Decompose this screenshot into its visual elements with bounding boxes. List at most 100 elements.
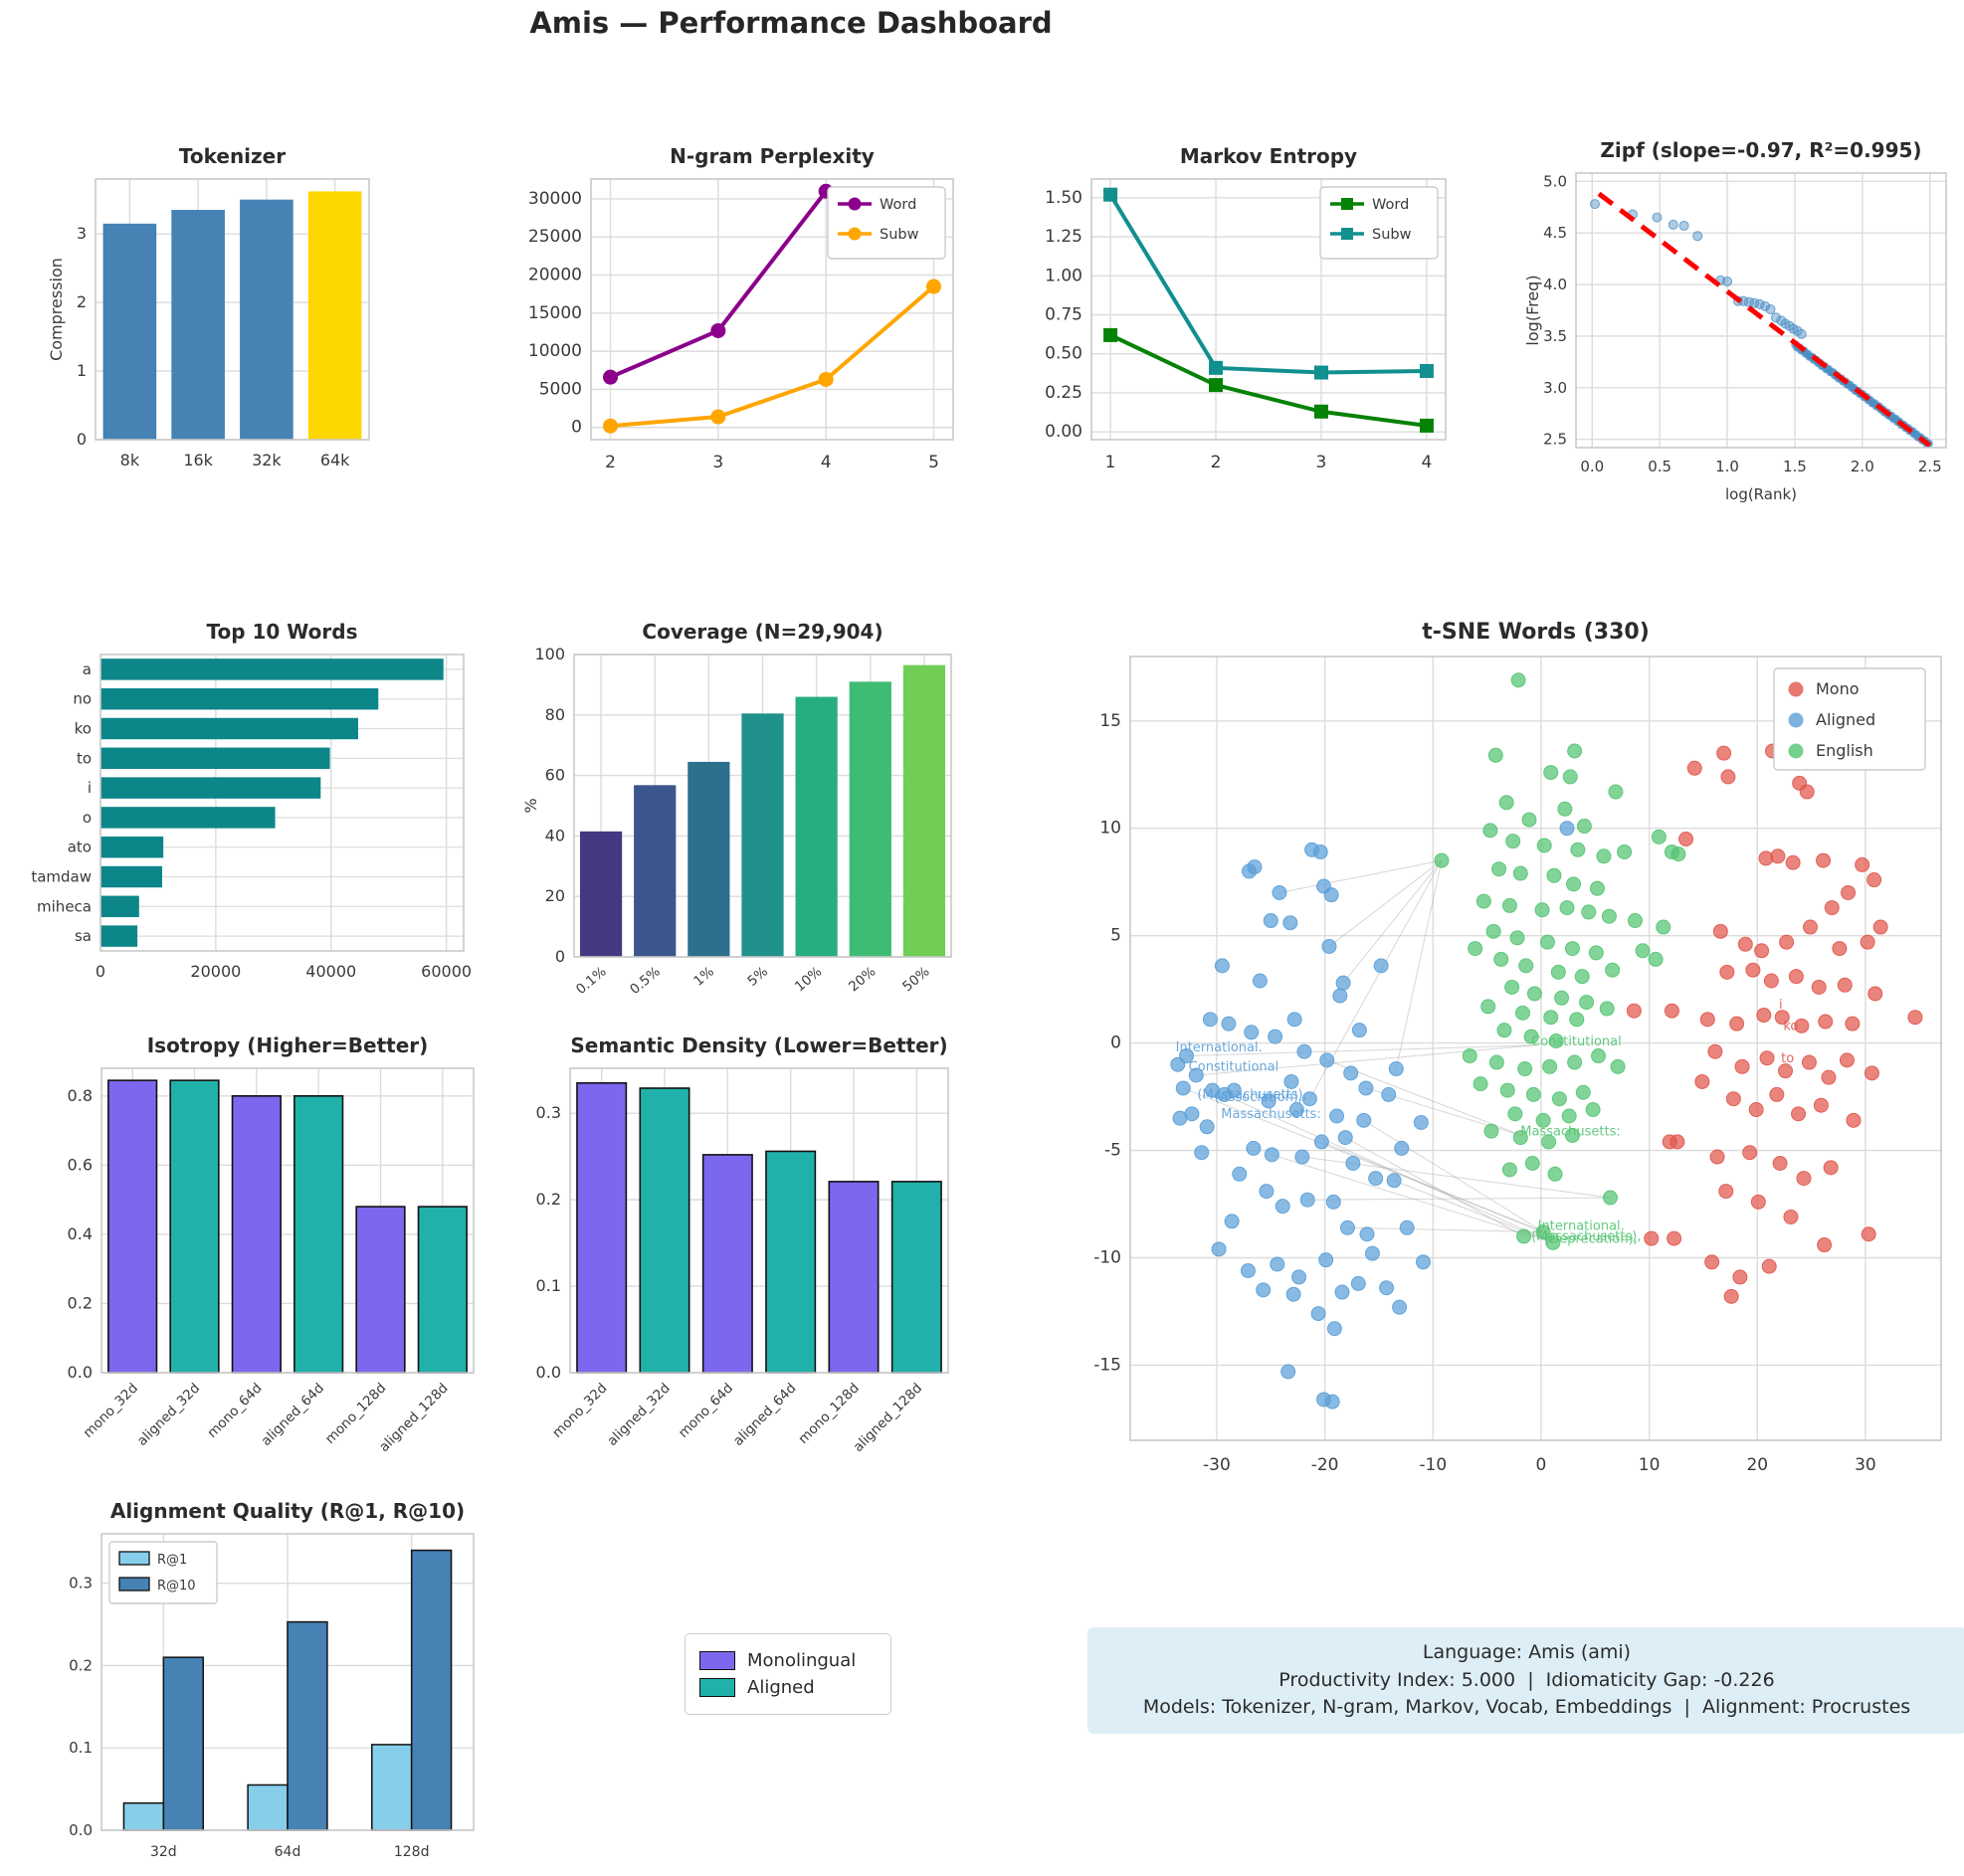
- x-tick-label: 128d: [394, 1844, 430, 1860]
- x-tick-label: 20000: [190, 962, 241, 981]
- x-tick-label: 30: [1855, 1455, 1876, 1475]
- y-tick-label: 0.3: [69, 1575, 93, 1593]
- tokenizer-chart: 0 1 2 3 8k 16k 32k 64k Compression Tokenizer: [48, 139, 381, 487]
- y-tick-label: 0: [555, 947, 565, 966]
- isotropy-chart: 0.0 0.2 0.4 0.6 0.8 mono_32d aligned_32d mono_6…: [48, 1027, 486, 1504]
- word-annotation: Constitutional: [1189, 1060, 1279, 1075]
- chart-title: Coverage (N=29,904): [642, 620, 883, 644]
- x-tick-label: 0: [96, 962, 105, 981]
- y-tick-label: o: [83, 809, 92, 827]
- word-annotation: Massachusetts:: [1520, 1124, 1620, 1139]
- y-tick-label: 0.00: [1045, 422, 1082, 442]
- y-tick-label: 40: [545, 826, 565, 844]
- bar: [231, 1095, 282, 1374]
- y-tick-label: 20000: [528, 266, 582, 285]
- x-tick-label: 1: [1105, 453, 1116, 472]
- bar: [100, 747, 330, 770]
- bar: [579, 831, 623, 957]
- x-tick-label: 2.5: [1918, 458, 1942, 475]
- x-tick-label: 40000: [305, 962, 356, 981]
- tsne-chart: International. Constitutional (Massachuset…: [1067, 603, 1957, 1498]
- bar: [100, 717, 358, 740]
- x-tick-label: mono_128d: [795, 1381, 862, 1447]
- y-tick-label: 10000: [528, 341, 582, 361]
- x-tick-label: 64k: [320, 451, 350, 469]
- y-tick-label: 20: [545, 886, 565, 905]
- bar: [701, 1154, 753, 1374]
- cluster-english: [1434, 672, 1686, 1250]
- density-chart: 0.0 0.1 0.2 0.3 mono_32d aligned_32d mono_64d a…: [492, 1027, 960, 1504]
- x-tick-label: 5%: [744, 964, 771, 990]
- y-tick-label: 0: [571, 418, 582, 438]
- bar: [100, 836, 164, 858]
- legend-label: Subw: [880, 227, 919, 243]
- y-tick-label: 0.3: [536, 1103, 561, 1122]
- legend-label: Mono: [1816, 679, 1860, 698]
- legend-label: Word: [880, 197, 916, 213]
- plot-frame: [100, 1533, 475, 1831]
- plot-frame: [99, 654, 465, 952]
- y-tick-label: 0.2: [536, 1190, 561, 1209]
- bar: [247, 1783, 289, 1831]
- y-tick-label: 0.75: [1045, 304, 1082, 324]
- y-tick-label: 0.0: [68, 1363, 93, 1382]
- cluster-aligned: [1170, 821, 1575, 1409]
- bar: [162, 1656, 204, 1831]
- y-tick-label: 0.2: [69, 1656, 93, 1674]
- y-tick-label: 0.2: [68, 1293, 93, 1312]
- y-tick-label: 0.6: [68, 1155, 93, 1174]
- y-tick-label: -5: [1104, 1141, 1121, 1161]
- embedding-legend: Monolingual Aligned: [685, 1633, 891, 1715]
- x-tick-label: 0.1%: [573, 964, 610, 998]
- legend-label: Word: [1372, 197, 1409, 213]
- legend-label: R@10: [157, 1579, 196, 1594]
- y-tick-label: 0.0: [69, 1821, 93, 1839]
- y-tick-label: 1.25: [1045, 227, 1082, 247]
- y-tick-label: 0: [1110, 1033, 1121, 1053]
- marker: [848, 227, 862, 241]
- y-tick-label: 0.4: [68, 1224, 93, 1243]
- y-tick-label: 80: [545, 705, 565, 724]
- bar: [741, 713, 784, 957]
- bar: [639, 1087, 690, 1374]
- y-tick-label: 0.0: [536, 1363, 561, 1382]
- marker: [603, 418, 618, 434]
- bar: [576, 1081, 628, 1374]
- bar: [169, 1079, 220, 1374]
- bar: [849, 681, 891, 957]
- y-tick-label: 3: [77, 224, 87, 243]
- word-annotation: (Association),: [1215, 1090, 1302, 1105]
- legend-item-monolingual: Monolingual: [699, 1650, 877, 1671]
- x-tick-label: -20: [1311, 1455, 1339, 1475]
- top-words-chart: a no ko to i o ato tamdaw miheca sa 0 20000 40000 600…: [15, 609, 478, 1007]
- bar: [687, 761, 730, 957]
- word-annotation: Massachusetts:: [1221, 1107, 1320, 1122]
- x-tick-label: mono_128d: [322, 1381, 389, 1447]
- coverage-plot: 0 20 40 60 80 100 0.1% 0.5% 1% 5% 10% 20% 50%% Covera…: [521, 620, 952, 998]
- y-tick-label: to: [77, 749, 92, 767]
- x-tick-label: 0.5: [1648, 458, 1671, 475]
- ngram-chart: 0 5000 10000 15000 20000 25000 30000 2 3 4 5 Word Su…: [497, 139, 965, 487]
- y-tick-label: 10: [1099, 819, 1121, 839]
- x-tick-label: 2: [1211, 453, 1222, 472]
- x-tick-label: 64d: [275, 1844, 301, 1860]
- top-words-plot: a no ko to io ato tamdaw miheca sa0 20000 40000 600…: [31, 620, 472, 981]
- plot-frame: [100, 1067, 475, 1374]
- plot-frame: [1575, 172, 1947, 449]
- chart-title: Semantic Density (Lower=Better): [570, 1033, 947, 1057]
- marker: [1419, 363, 1434, 378]
- y-tick-label: 5.0: [1543, 172, 1567, 190]
- axis-label: %: [521, 798, 540, 813]
- marker: [710, 322, 726, 338]
- y-tick-label: 0.25: [1045, 383, 1082, 403]
- axis-label: log(Freq): [1523, 275, 1542, 345]
- x-tick-label: 2: [605, 453, 616, 472]
- coverage-chart: 0 20 40 60 80 100 0.1% 0.5% 1% 5% 10% 20% 50%% Covera…: [502, 609, 965, 1066]
- x-tick-label: 0.5%: [627, 964, 664, 998]
- x-tick-label: -10: [1419, 1455, 1447, 1475]
- bar: [100, 658, 444, 680]
- word-annotation: i: [1779, 998, 1783, 1013]
- plot-frame: [1129, 656, 1942, 1441]
